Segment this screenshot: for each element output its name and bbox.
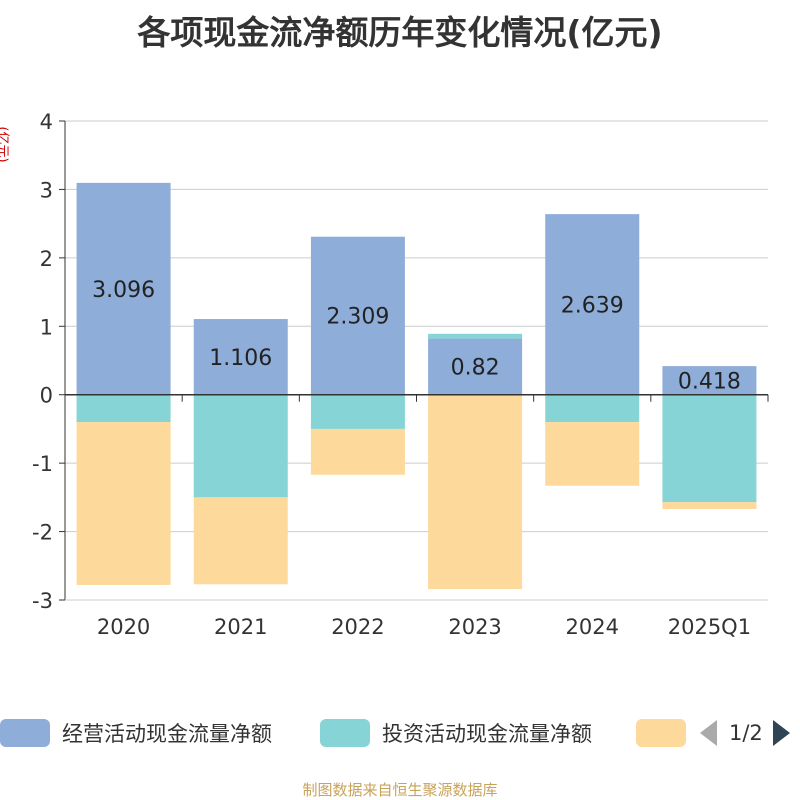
- chart-title: 各项现金流净额历年变化情况(亿元): [137, 13, 663, 52]
- bar-2024-series-0: [545, 214, 640, 395]
- x-tick-label: 2021: [214, 615, 267, 639]
- bar-2025Q1-series-0: [662, 366, 757, 395]
- bar-2020-series-2: [76, 422, 171, 585]
- data-label: 1.106: [209, 346, 272, 371]
- y-tick-label: 4: [40, 110, 53, 134]
- bar-2020-series-1: [76, 394, 171, 423]
- bar-2023-series-1: [428, 333, 523, 339]
- x-tick-label: 2024: [566, 615, 619, 639]
- y-tick-label: -1: [32, 452, 53, 476]
- bar-2021-series-2: [193, 497, 288, 585]
- legend-item-operating[interactable]: 经营活动现金流量净额: [0, 715, 272, 751]
- bar-2021-series-1: [193, 394, 288, 498]
- bar-2022-series-2: [310, 428, 405, 475]
- legend-swatch-investing: [320, 719, 370, 747]
- legend-item-financing[interactable]: [636, 715, 698, 751]
- y-tick-label: -2: [32, 521, 53, 545]
- x-tick-label: 2023: [448, 615, 501, 639]
- data-label: 2.309: [326, 305, 389, 330]
- y-tick-label: 1: [40, 315, 53, 339]
- legend-pager: 1/2: [700, 718, 790, 748]
- y-tick-label: 3: [40, 178, 53, 202]
- bar-2025Q1-series-1: [662, 394, 757, 503]
- source-note: 制图数据来自恒生聚源数据库: [302, 781, 498, 799]
- x-tick-label: 2022: [331, 615, 384, 639]
- data-label: 2.639: [561, 293, 624, 318]
- bar-2024-series-1: [545, 394, 640, 423]
- bar-2023-series-0: [428, 338, 523, 395]
- legend-item-investing[interactable]: 投资活动现金流量净额: [320, 715, 592, 751]
- bar-2021-series-0: [193, 319, 288, 395]
- data-label: 0.82: [451, 356, 500, 381]
- legend-swatch-operating: [0, 719, 50, 747]
- bar-2022-series-1: [310, 394, 405, 429]
- x-tick-label: 2020: [97, 615, 150, 639]
- y-tick-label: -3: [32, 589, 53, 613]
- y-tick-label: 0: [40, 384, 53, 408]
- legend-label-investing: 投资活动现金流量净额: [382, 722, 592, 746]
- bar-2024-series-2: [545, 422, 640, 486]
- bar-2020-series-0: [76, 182, 171, 395]
- legend-label-operating: 经营活动现金流量净额: [62, 722, 272, 746]
- legend-next-arrow-icon[interactable]: [772, 720, 790, 746]
- legend-page-indicator: 1/2: [729, 721, 763, 745]
- data-label: 3.096: [92, 278, 155, 303]
- legend-prev-arrow-icon[interactable]: [700, 720, 717, 746]
- x-tick-label: 2025Q1: [668, 615, 751, 639]
- y-tick-label: 2: [40, 247, 53, 271]
- bar-2023-series-2: [428, 394, 523, 590]
- bar-2025Q1-series-2: [662, 502, 757, 509]
- bar-2022-series-0: [310, 236, 405, 395]
- data-label: 0.418: [678, 369, 741, 394]
- stacked-bar-chart: -3 -2 -1 0 1 2 3 4 3.096 1.106 2.309 0.82 2.639 0.418…: [32, 110, 769, 639]
- legend-swatch-financing: [636, 719, 686, 747]
- legend: 经营活动现金流量净额 投资活动现金流量净额: [0, 715, 800, 755]
